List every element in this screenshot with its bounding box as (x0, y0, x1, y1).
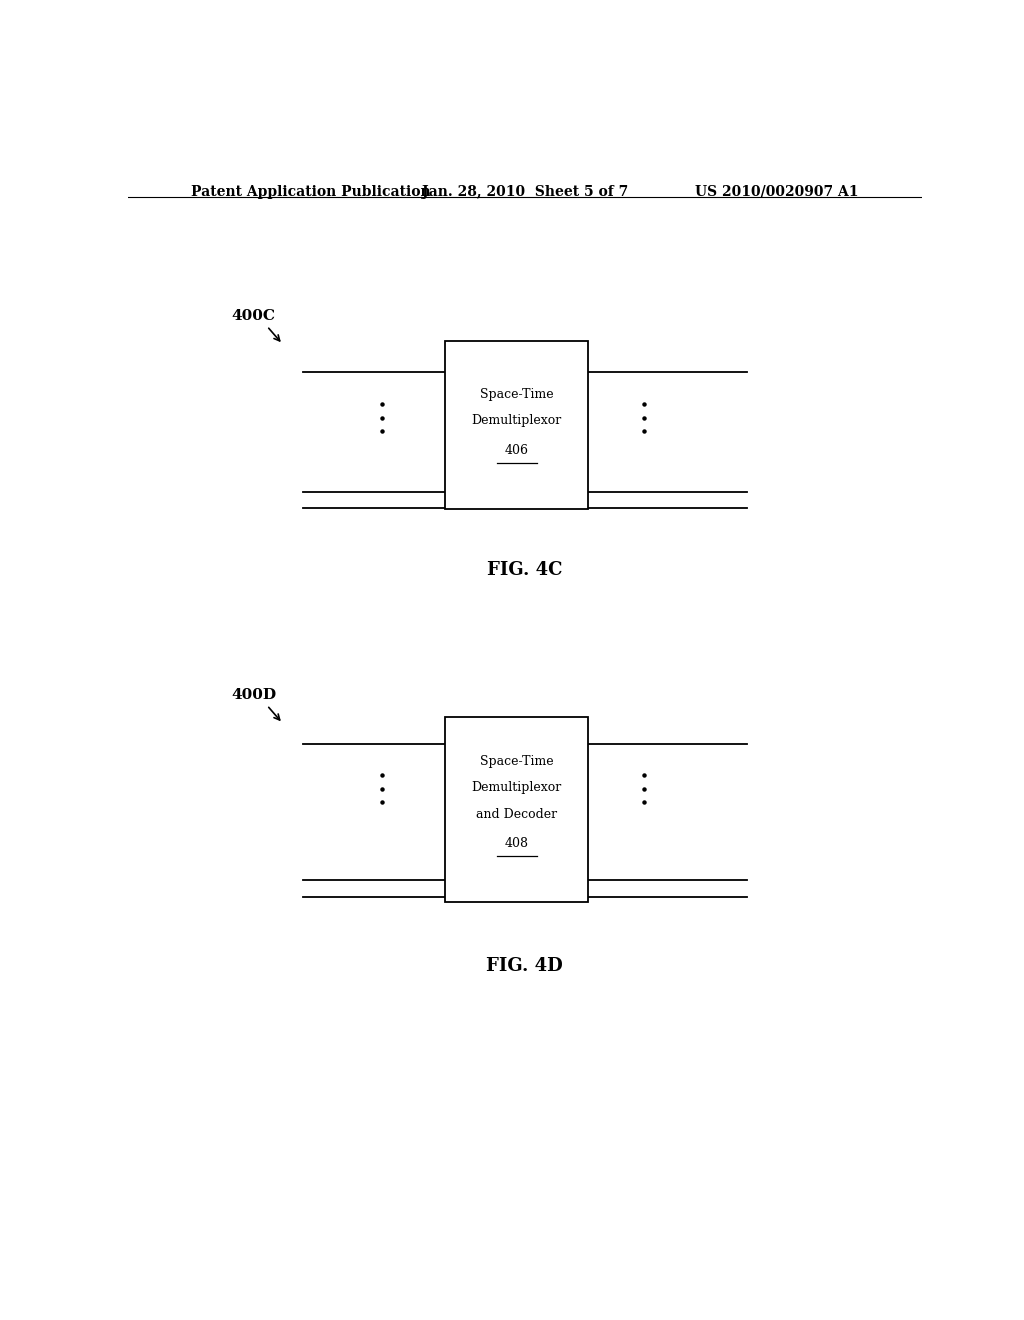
Bar (445, 342, 589, 510)
Text: Space-Time: Space-Time (480, 755, 554, 768)
Text: US 2010/0020907 A1: US 2010/0020907 A1 (694, 185, 858, 199)
Text: FIG. 4D: FIG. 4D (486, 957, 563, 975)
Bar (445, 718, 589, 903)
Text: 408: 408 (505, 837, 528, 850)
Text: Jan. 28, 2010  Sheet 5 of 7: Jan. 28, 2010 Sheet 5 of 7 (422, 185, 628, 199)
Text: FIG. 4C: FIG. 4C (487, 561, 562, 579)
Text: Demultiplexor: Demultiplexor (472, 781, 562, 795)
Text: Patent Application Publication: Patent Application Publication (191, 185, 431, 199)
Text: and Decoder: and Decoder (476, 808, 557, 821)
Text: Demultiplexor: Demultiplexor (472, 413, 562, 426)
Text: 400D: 400D (231, 688, 276, 702)
Text: 400C: 400C (231, 309, 275, 323)
Text: 406: 406 (505, 444, 528, 457)
Text: Space-Time: Space-Time (480, 388, 554, 401)
